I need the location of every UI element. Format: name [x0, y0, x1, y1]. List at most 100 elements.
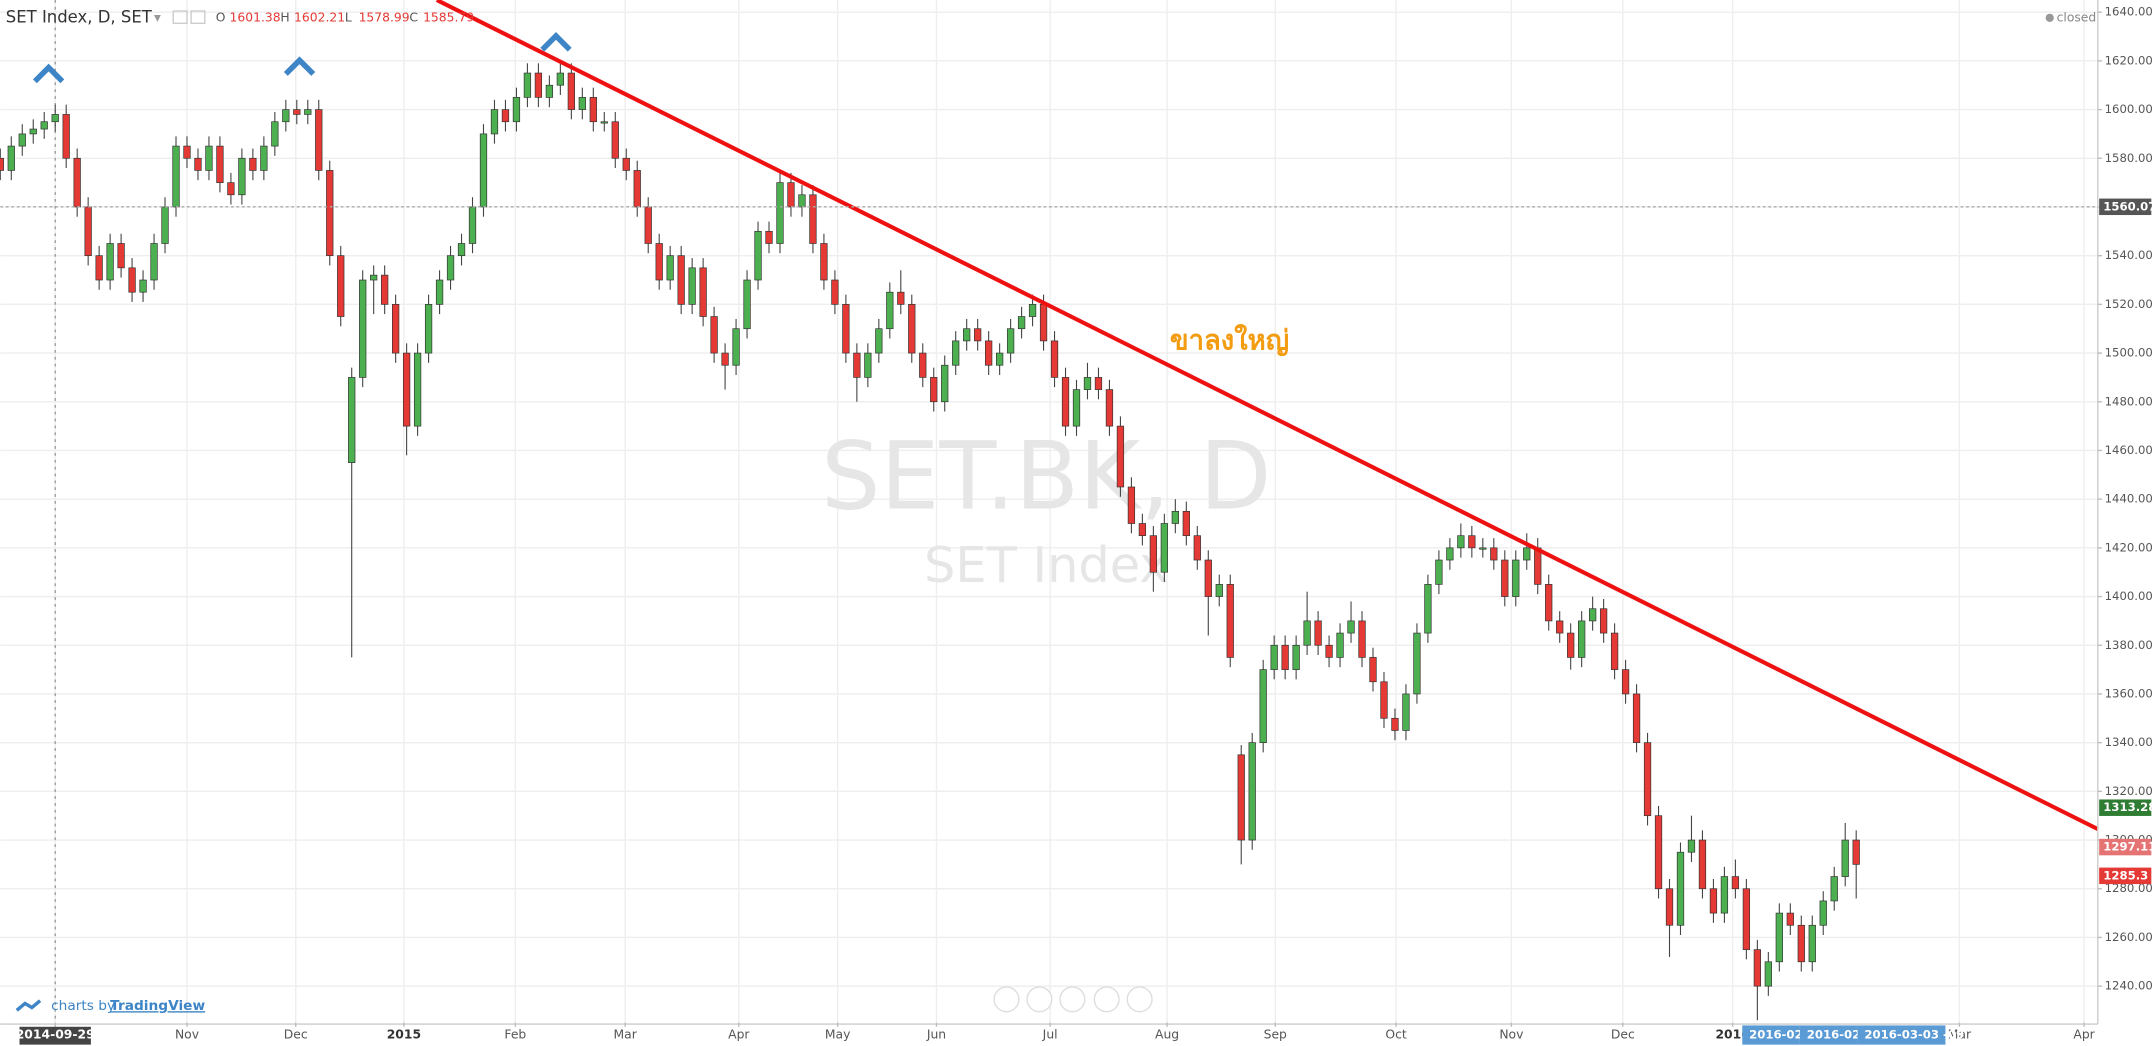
nav-button[interactable] — [1126, 986, 1153, 1013]
x-tick-label: Mar — [614, 1028, 638, 1042]
nav-button[interactable] — [1026, 986, 1053, 1013]
candle-body — [1446, 547, 1454, 561]
candle-body — [1424, 584, 1432, 634]
candle-body — [1149, 535, 1158, 573]
y-tick-label: 1640.00 — [2105, 5, 2153, 19]
candle-body — [1292, 644, 1300, 670]
candle-body — [29, 128, 37, 135]
candle-body — [7, 145, 15, 171]
candle-body — [633, 170, 641, 208]
candle-body — [194, 157, 202, 171]
candle-body — [523, 72, 532, 98]
price-badge — [2099, 867, 2152, 885]
date-badge-label: 2016-03-03 -09 — [1864, 1028, 1964, 1042]
x-tick-label: Aug — [1155, 1028, 1179, 1042]
candle-body — [655, 243, 663, 281]
price-badge — [2099, 799, 2152, 816]
x-tick-label: Oct — [1385, 1028, 1407, 1042]
candle-body — [1259, 669, 1267, 743]
candle-body — [534, 72, 543, 98]
candle-body — [359, 279, 367, 378]
header-button[interactable] — [190, 10, 206, 25]
y-tick-label: 1320.00 — [2105, 784, 2153, 798]
candle-body — [1764, 961, 1772, 987]
credit-brand[interactable]: TradingView — [110, 998, 205, 1014]
candle-body — [600, 121, 608, 124]
candle-body — [1182, 510, 1190, 537]
nav-button[interactable] — [1093, 986, 1120, 1013]
y-tick-label: 1520.00 — [2105, 297, 2153, 311]
candle-body — [62, 114, 70, 159]
candle-body — [337, 255, 345, 317]
brand-logo — [15, 999, 42, 1012]
candle-body — [183, 145, 191, 159]
y-axis: 1240.001260.001280.001300.001320.001340.… — [2097, 5, 2153, 993]
candle-body — [1841, 839, 1849, 877]
title-dropdown[interactable]: ▾ — [154, 10, 161, 26]
candle-body — [1709, 888, 1718, 914]
candle-body — [1391, 717, 1399, 731]
candle-body — [952, 340, 960, 366]
candle-body — [304, 109, 312, 115]
candle-body — [435, 279, 444, 305]
candle-body — [1017, 316, 1026, 330]
candle-body — [1347, 620, 1355, 634]
price-label: 1285.3 — [2103, 868, 2148, 882]
candle-body — [512, 97, 521, 123]
x-tick-label: 2015 — [387, 1028, 421, 1042]
x-tick-label: Apr — [2073, 1028, 2095, 1042]
candle-body — [0, 157, 4, 171]
x-tick-label: 2014-09-29 — [16, 1028, 95, 1042]
x-tick-label: Jul — [1042, 1028, 1058, 1042]
candle-body — [1083, 377, 1092, 390]
candle-body — [1160, 523, 1168, 573]
peak-marker — [32, 63, 65, 84]
x-tick-label: Nov — [175, 1028, 199, 1042]
y-tick-label: 1280.00 — [2105, 881, 2153, 895]
credit: charts by — [51, 998, 115, 1014]
candle-body — [765, 230, 773, 244]
candle-body — [831, 279, 839, 305]
candle-body — [567, 72, 575, 110]
header-button[interactable] — [172, 10, 188, 25]
date-badge-label: 2016-02-1 — [1807, 1028, 1873, 1042]
nav-button[interactable] — [1059, 986, 1086, 1013]
candle-body — [589, 97, 597, 123]
y-tick-label: 1620.00 — [2105, 53, 2153, 67]
legend-value: 1585.79 — [423, 10, 474, 24]
x-axis: 2014-09-29 Nov Dec 2015 Feb Mar Apr May Jun Jul Au… — [16, 1022, 2096, 1045]
candle-body — [710, 316, 718, 354]
candle-body — [1578, 620, 1586, 658]
candle-body — [578, 97, 586, 110]
x-tick-label: Dec — [1611, 1028, 1635, 1042]
candle-body — [886, 291, 894, 330]
candle-body — [919, 352, 927, 378]
candle-body — [117, 243, 125, 269]
candle-body — [51, 114, 59, 123]
candle-body — [699, 267, 707, 317]
candle-body — [1270, 644, 1278, 670]
candle-body — [1610, 632, 1619, 670]
candle-body — [315, 109, 323, 171]
nav-button[interactable] — [993, 986, 1020, 1013]
candle-body — [1072, 389, 1081, 427]
candle-body — [1852, 839, 1860, 865]
date-badge-label: 2016-02- — [1749, 1028, 1808, 1042]
candle-body — [1545, 584, 1553, 622]
candle-body — [1819, 900, 1827, 926]
y-tick-label: 1380.00 — [2105, 638, 2153, 652]
candle-body — [1797, 924, 1805, 963]
candle-body — [413, 352, 422, 427]
candle-body — [216, 145, 224, 183]
annotation: ขาลงใหญ่ — [1170, 323, 1289, 356]
candle-body — [1830, 876, 1838, 902]
candle-body — [1786, 912, 1794, 926]
y-tick-label: 1440.00 — [2105, 492, 2153, 506]
x-tick-label: Dec — [284, 1028, 308, 1042]
y-tick-label: 1540.00 — [2105, 248, 2153, 262]
legend-key: C — [409, 10, 418, 24]
candle-body — [1654, 815, 1663, 890]
candle-body — [677, 255, 685, 305]
candle-body — [1523, 547, 1531, 561]
